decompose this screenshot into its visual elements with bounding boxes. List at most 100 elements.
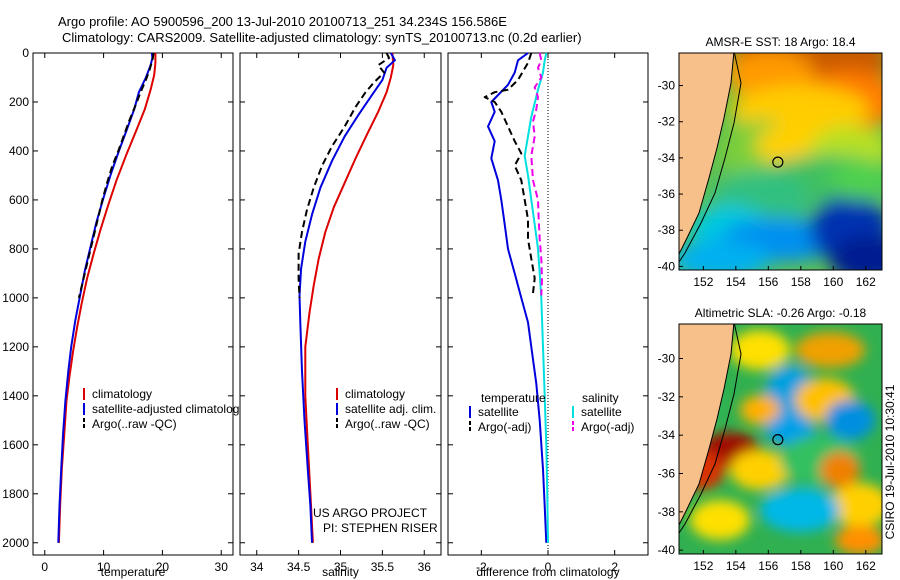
plot-frame [239,52,442,556]
shelf-contour [679,53,742,263]
map-x-tick-label: 154 [726,559,746,573]
map-y-tick-label: -30 [658,79,676,93]
y-tick-label: 800 [9,242,29,256]
series-line-2 [483,52,536,294]
legend-entry: satellite [581,405,622,419]
sst-map: 152 154 156 158 160 162 -30 -32 -34 -36 -38 -40 AMSR… [658,35,883,289]
map-frame [678,52,883,271]
map-y-tick-label: -36 [658,187,676,201]
field-blob [760,488,840,532]
field-blob [830,160,882,200]
field-blob [835,525,882,554]
map-y-tick-label: -32 [658,115,676,129]
x-tick-label: 0 [41,560,48,574]
series-line-3 [297,52,391,298]
legend-entry: climatology [345,387,405,401]
map-y-tick-label: -30 [658,352,676,366]
map-title: AMSR-E SST: 18 Argo: 18.4 [705,35,855,49]
map-y-tick-label: -34 [658,151,676,165]
header-line-2: Climatology: CARS2009. Satellite-adjuste… [62,30,582,45]
map-x-tick-label: 156 [758,559,778,573]
header-line-1: Argo profile: AO 5900596_200 13-Jul-2010… [58,14,507,29]
series-line-1 [304,52,395,543]
x-axis-label: temperature [101,565,166,579]
x-tick-label: 2 [611,560,618,574]
x-tick-label: 34 [250,560,264,574]
map-y-tick-label: -38 [658,223,676,237]
field-blob [825,400,875,440]
x-tick-label: 20 [156,560,170,574]
field-blob [730,450,790,490]
land-mask [679,53,735,256]
y-tick-label: 1200 [2,340,29,354]
map-field [679,53,882,270]
map-x-tick-label: 156 [758,275,778,289]
map-y-tick-label: -40 [658,259,676,273]
map-x-tick-label: 162 [856,275,876,289]
pi-annotation: PI: STEPHEN RISER [323,521,438,535]
y-tick-label: 1800 [2,487,29,501]
profile-panel-1: 0 10 20 30 temperature 0 200 400 600 800 1000 1200 1… [2,46,245,579]
y-tick-label: 400 [9,144,29,158]
field-blob [679,240,770,270]
series-line-1 [57,53,157,543]
x-tick-label: 34.5 [287,560,311,574]
x-tick-label: 35.5 [371,560,395,574]
x-tick-label: 10 [97,560,111,574]
map-y-tick-label: -40 [658,543,676,557]
x-tick-label: 30 [215,560,229,574]
y-tick-label: 0 [22,46,29,60]
legend-entry: Argo(-adj) [478,420,531,434]
plot-frame [447,52,649,556]
map-x-tick-label: 158 [791,275,811,289]
map-y-tick-label: -32 [658,390,676,404]
x-axis-label: difference from climatology [476,565,619,579]
field-blob [690,500,750,540]
field-blob [765,415,815,445]
map-x-tick-label: 154 [726,275,746,289]
field-blob [820,452,860,488]
legend-entry: Argo(..raw -QC) [345,417,430,431]
argo-float-marker [772,156,784,168]
map-anomaly-field [679,53,882,270]
legend-heading-salinity: salinity [582,391,619,405]
y-tick-label: 1600 [2,438,29,452]
legend-entry: satellite-adjusted climatology [92,402,245,416]
x-tick-label: -2 [476,560,487,574]
y-tick-label: 1000 [2,291,29,305]
project-annotation: US ARGO PROJECT [313,506,428,520]
field-blob [740,395,780,425]
field-blob [730,330,790,370]
series-line-4 [530,52,543,296]
field-blob [830,235,882,270]
map-x-tick-label: 158 [791,559,811,573]
x-tick-label: 0 [545,560,552,574]
legend-heading-temperature: temperature [481,391,546,405]
legend-entry: climatology [92,387,152,401]
series-line-2 [298,52,396,543]
map-x-tick-label: 160 [823,559,843,573]
legend-entry: satellite adj. clim. [345,402,436,416]
map-frame [678,323,883,555]
series-line-3 [77,52,155,299]
plot-frame [32,52,234,556]
profile-panel-2: 34 34.5 35 35.5 36 salinity climatologysatelli… [239,52,442,579]
map-x-tick-label: 160 [823,275,843,289]
sla-map: 152 154 156 158 160 162 -30 -32 -34 -36 -38 -40 Alti… [658,306,883,573]
land-mask [679,324,735,527]
x-tick-label: 36 [418,560,432,574]
x-axis-label: salinity [322,565,359,579]
y-tick-label: 200 [9,95,29,109]
map-x-tick-label: 162 [856,559,876,573]
map-y-tick-label: -38 [658,505,676,519]
series-line-1 [487,52,548,543]
field-blob [795,332,865,368]
map-title: Altimetric SLA: -0.26 Argo: -0.18 [695,306,867,320]
legend-entry: satellite [478,405,519,419]
map-y-tick-label: -34 [658,428,676,442]
map-field [679,324,882,554]
field-blob [830,483,882,527]
map-y-tick-label: -36 [658,467,676,481]
